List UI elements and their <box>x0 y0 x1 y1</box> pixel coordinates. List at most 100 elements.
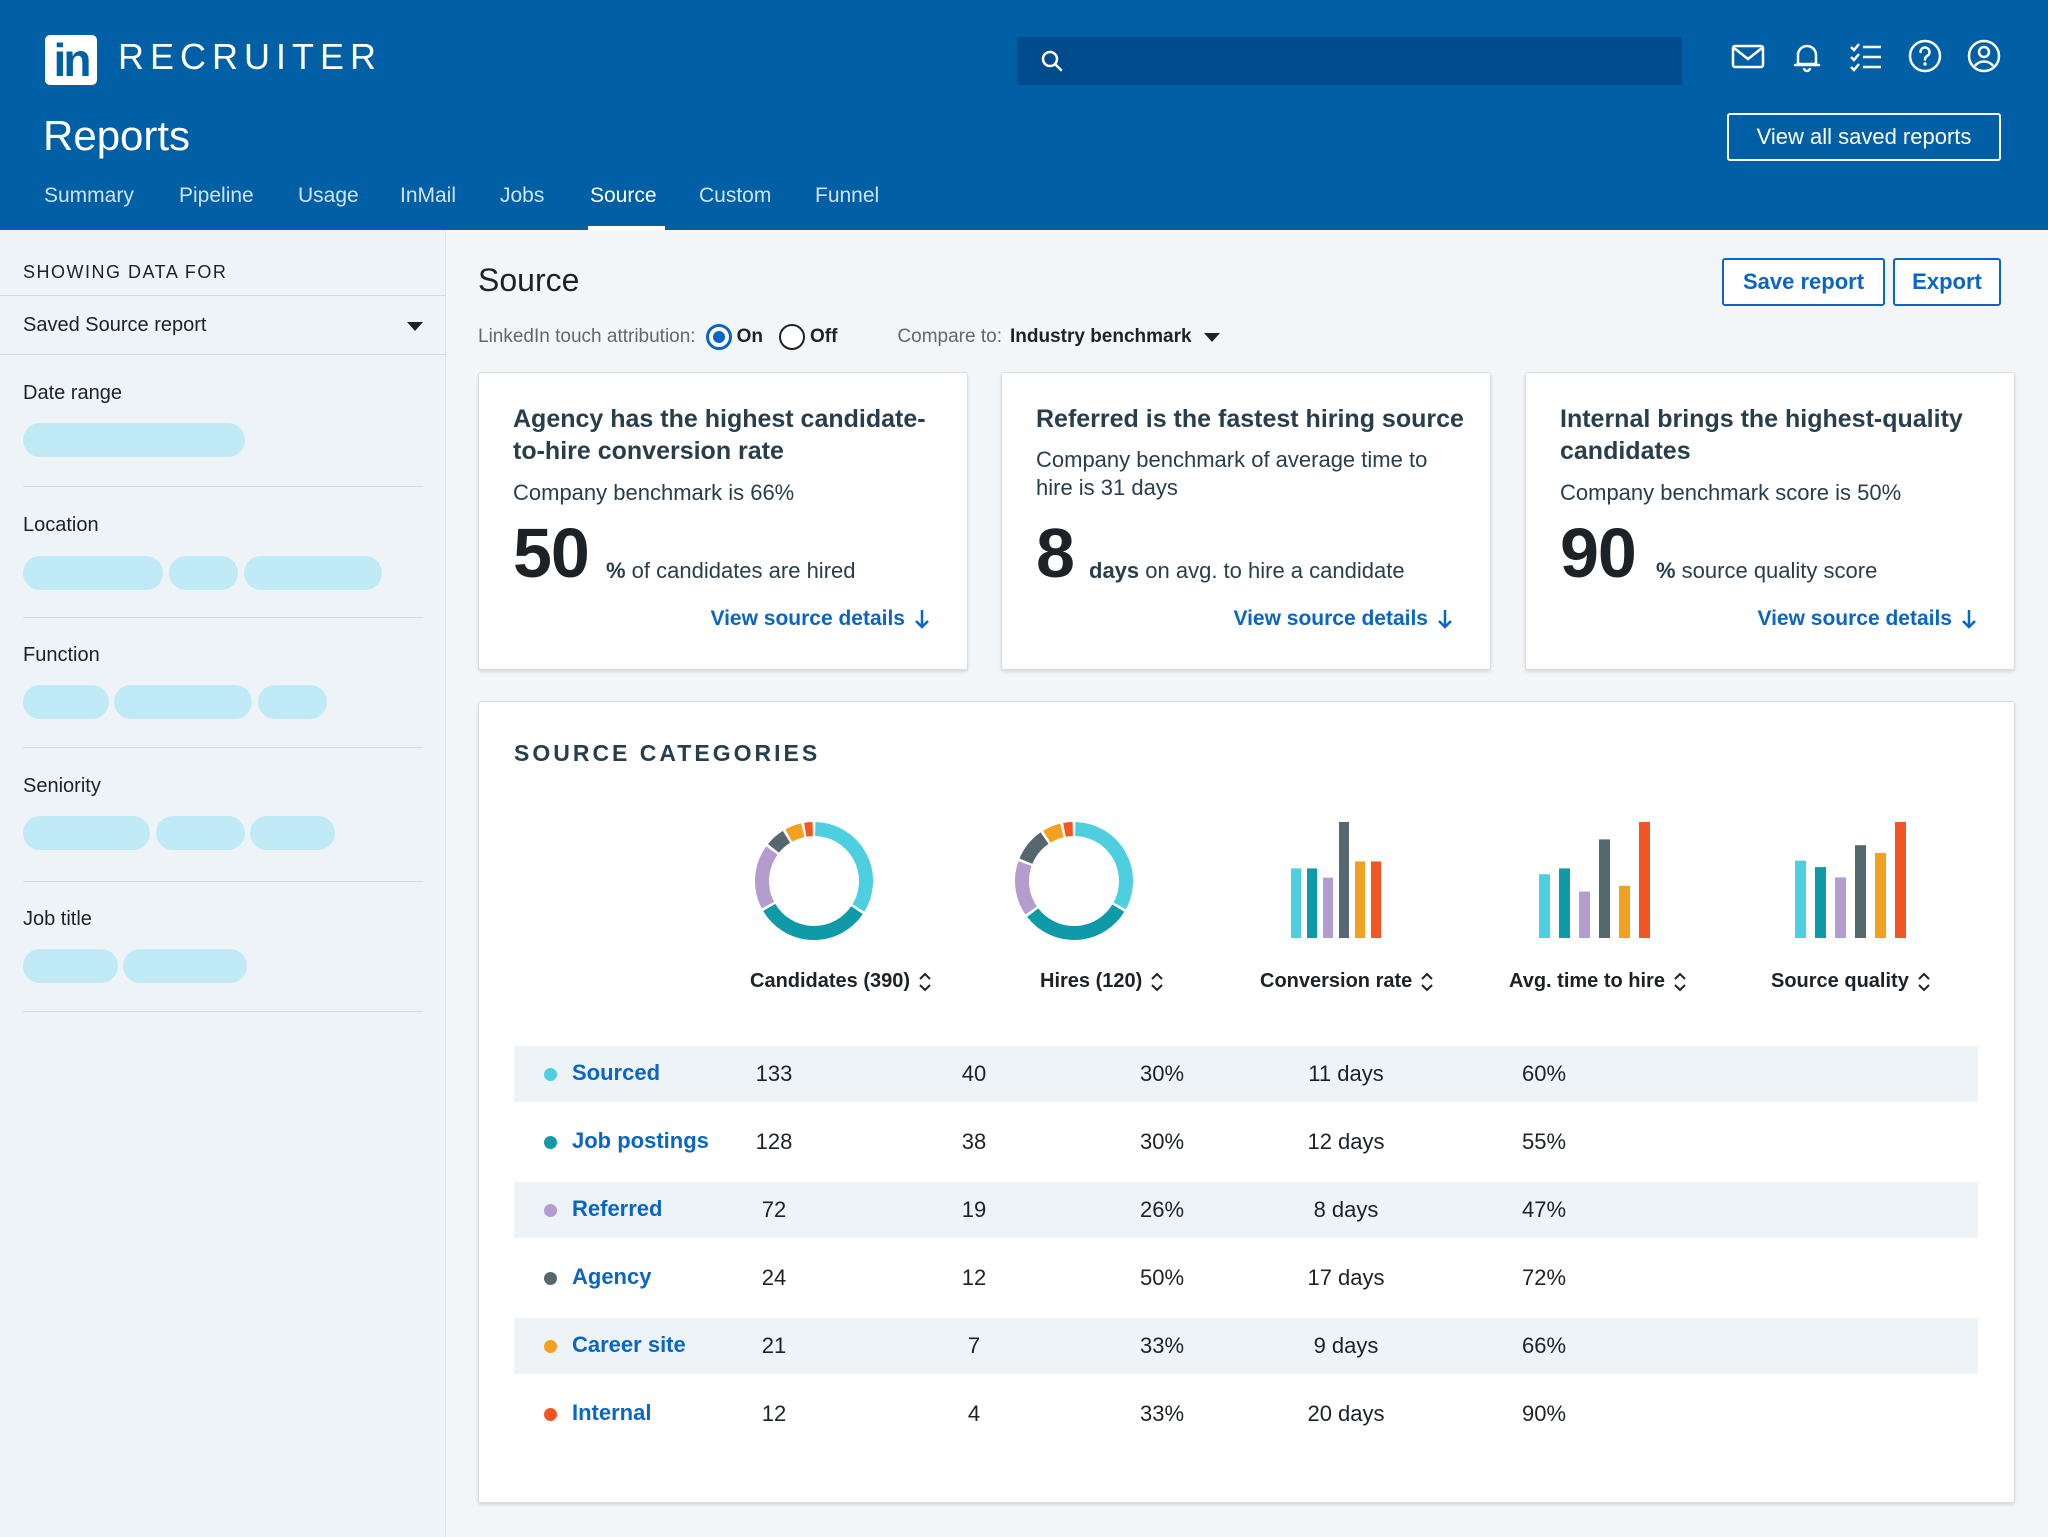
legend-dot <box>544 1408 557 1421</box>
compare-dropdown[interactable]: Industry benchmark <box>1009 326 1192 347</box>
view-source-details-link[interactable]: View source details <box>1757 607 1978 631</box>
legend-dot <box>544 1272 557 1285</box>
column-header-conversion-rate[interactable]: Conversion rate <box>1260 970 1434 993</box>
column-header-label: Source quality <box>1771 970 1909 992</box>
table-row: Sourced 133 40 30% 11 days 60% <box>514 1046 1978 1102</box>
attribution-off-radio[interactable] <box>778 324 805 350</box>
donut-slice <box>1063 822 1074 837</box>
quality-cell: 66% <box>1521 1333 1567 1358</box>
sort-icon <box>1674 972 1686 991</box>
profile-icon[interactable] <box>1966 38 2002 74</box>
candidates-cell: 133 <box>755 1061 793 1086</box>
donut-slice <box>768 830 791 854</box>
filter-location-chip[interactable] <box>23 556 163 590</box>
filter-function-label: Function <box>23 644 100 666</box>
attribution-off-label[interactable]: Off <box>809 326 838 347</box>
bar <box>1291 868 1301 938</box>
sort-icon <box>1421 972 1433 991</box>
source-name-link[interactable]: Agency <box>572 1264 652 1289</box>
source-name-link[interactable]: Internal <box>572 1400 652 1425</box>
bar <box>1371 861 1381 938</box>
quality-cell: 90% <box>1521 1401 1567 1426</box>
filter-location-chip[interactable] <box>244 556 382 590</box>
column-header-label: Avg. time to hire <box>1509 970 1665 992</box>
column-header-source-quality[interactable]: Source quality <box>1771 970 1931 993</box>
table-row: Internal 12 4 33% 20 days 90% <box>514 1386 1978 1442</box>
tasks-icon[interactable] <box>1848 38 1884 74</box>
filter-seniority-chip[interactable] <box>250 816 335 850</box>
view-source-details-link[interactable]: View source details <box>1233 607 1454 631</box>
source-name-link[interactable]: Sourced <box>572 1060 661 1085</box>
time-to-hire-cell: 9 days <box>1313 1333 1379 1358</box>
filter-sidebar: SHOWING DATA FOR Saved Source report Dat… <box>0 230 446 1537</box>
column-header-candidates[interactable]: Candidates (390) <box>750 970 932 993</box>
filter-job-title-chip[interactable] <box>123 949 247 983</box>
view-source-details-link[interactable]: View source details <box>710 607 931 631</box>
donut-slice <box>814 822 873 912</box>
tab-funnel[interactable]: Funnel <box>815 184 880 207</box>
filter-job-title-label: Job title <box>23 908 92 930</box>
conversion-cell: 30% <box>1139 1061 1185 1086</box>
tab-summary[interactable]: Summary <box>44 184 134 207</box>
filter-function-chip[interactable] <box>114 685 252 719</box>
table-row: Referred 72 19 26% 8 days 47% <box>514 1182 1978 1238</box>
column-header-avg-time-to-hire[interactable]: Avg. time to hire <box>1509 970 1687 993</box>
arrow-down-icon <box>1438 610 1452 629</box>
search-input[interactable] <box>1017 37 1682 85</box>
filter-date-range-chip[interactable] <box>23 423 245 457</box>
filter-function-chip[interactable] <box>23 685 109 719</box>
tab-custom[interactable]: Custom <box>699 184 772 207</box>
bar <box>1835 877 1846 938</box>
candidates-cell: 12 <box>761 1401 787 1426</box>
linkedin-logo-icon[interactable]: in <box>45 35 97 85</box>
mail-icon[interactable] <box>1730 38 1766 74</box>
tab-inmail[interactable]: InMail <box>400 184 457 207</box>
save-report-button[interactable]: Save report <box>1722 258 1885 306</box>
hires-cell: 7 <box>967 1333 981 1358</box>
insight-unit: % source quality score <box>1656 558 1877 584</box>
bell-icon[interactable] <box>1789 38 1825 74</box>
filter-location-chip[interactable] <box>169 556 238 590</box>
candidates-cell: 24 <box>761 1265 787 1290</box>
bar <box>1815 867 1826 938</box>
table-row: Job postings 128 38 30% 12 days 55% <box>514 1114 1978 1170</box>
insight-unit-text: on avg. to hire a candidate <box>1139 558 1405 583</box>
hires-cell: 40 <box>961 1061 987 1086</box>
time-to-hire-cell: 12 days <box>1307 1129 1385 1154</box>
filter-seniority-chip[interactable] <box>23 816 150 850</box>
legend-dot <box>544 1136 557 1149</box>
panel-title: SOURCE CATEGORIES <box>514 740 821 766</box>
tab-jobs[interactable]: Jobs <box>500 184 545 207</box>
insight-benchmark: Company benchmark is 66% <box>513 480 795 505</box>
filter-date-range-label: Date range <box>23 382 122 404</box>
divider <box>23 1011 423 1012</box>
filter-seniority-chip[interactable] <box>156 816 245 850</box>
hires-cell: 38 <box>961 1129 987 1154</box>
attribution-on-radio[interactable] <box>705 324 732 350</box>
insight-unit-text: of candidates are hired <box>625 558 856 583</box>
tab-pipeline[interactable]: Pipeline <box>179 184 254 207</box>
tab-usage[interactable]: Usage <box>298 184 359 207</box>
view-saved-reports-button[interactable]: View all saved reports <box>1727 113 2001 161</box>
showing-data-label: SHOWING DATA FOR <box>23 262 228 282</box>
sort-icon <box>1151 972 1163 991</box>
table-row: Career site 21 7 33% 9 days 66% <box>514 1318 1978 1374</box>
source-name-link[interactable]: Job postings <box>572 1128 709 1153</box>
source-name-link[interactable]: Career site <box>572 1332 686 1357</box>
source-name-link[interactable]: Referred <box>572 1196 663 1221</box>
column-header-hires[interactable]: Hires (120) <box>1040 970 1164 993</box>
chevron-down-icon[interactable] <box>1203 332 1220 342</box>
table-row: Agency 24 12 50% 17 days 72% <box>514 1250 1978 1306</box>
divider <box>23 747 423 748</box>
filter-job-title-chip[interactable] <box>23 949 118 983</box>
bar <box>1339 822 1349 938</box>
link-label: View source details <box>710 607 905 630</box>
time-to-hire-cell: 11 days <box>1308 1061 1384 1086</box>
tab-source[interactable]: Source <box>590 184 657 207</box>
saved-report-dropdown[interactable]: Saved Source report <box>23 314 423 337</box>
help-icon[interactable] <box>1907 38 1943 74</box>
filter-function-chip[interactable] <box>258 685 327 719</box>
divider <box>23 617 423 618</box>
export-button[interactable]: Export <box>1893 258 2001 306</box>
attribution-on-label[interactable]: On <box>736 326 763 347</box>
